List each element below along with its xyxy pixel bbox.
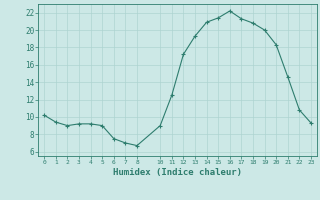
X-axis label: Humidex (Indice chaleur): Humidex (Indice chaleur) (113, 168, 242, 177)
